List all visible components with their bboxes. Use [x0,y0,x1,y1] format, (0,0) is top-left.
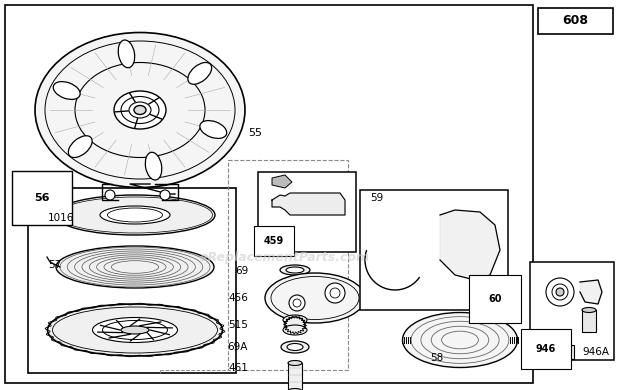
Ellipse shape [68,136,92,158]
Ellipse shape [188,62,211,84]
Text: 515: 515 [228,320,248,330]
Ellipse shape [145,152,162,180]
Text: 56: 56 [34,193,50,203]
Bar [360,190,508,310]
Ellipse shape [48,304,223,356]
Text: 69: 69 [235,266,248,276]
Circle shape [556,288,564,296]
Ellipse shape [200,121,227,138]
Bar [582,310,596,332]
Circle shape [105,190,115,200]
Text: 59: 59 [370,193,383,203]
Ellipse shape [114,91,166,129]
Circle shape [160,190,170,200]
Ellipse shape [118,40,135,68]
Bar [5,5,533,383]
Ellipse shape [53,82,80,99]
Ellipse shape [280,265,310,275]
Ellipse shape [402,312,518,367]
Circle shape [325,283,345,303]
Text: 69A: 69A [228,342,248,352]
Ellipse shape [55,195,215,235]
Ellipse shape [283,315,307,325]
Bar [288,363,302,390]
Ellipse shape [92,317,177,342]
Ellipse shape [288,360,302,365]
Text: 456: 456 [228,293,248,303]
Text: 55: 55 [248,128,262,138]
Text: 946: 946 [536,344,556,354]
Bar [28,188,236,373]
Text: 60: 60 [489,294,502,304]
Ellipse shape [285,317,305,333]
Ellipse shape [35,32,245,188]
Ellipse shape [554,342,570,347]
Ellipse shape [288,388,302,390]
Polygon shape [272,193,345,215]
Polygon shape [580,280,602,304]
Text: 57: 57 [48,260,61,270]
Bar [530,262,614,360]
Polygon shape [272,175,292,188]
Ellipse shape [283,325,307,335]
Ellipse shape [265,273,365,323]
Text: 58: 58 [430,353,443,363]
Text: eReplacementParts.com: eReplacementParts.com [200,252,370,264]
Ellipse shape [582,307,596,312]
Ellipse shape [100,206,170,224]
Polygon shape [440,210,500,280]
Circle shape [546,278,574,306]
Bar [228,160,348,370]
Text: 459: 459 [264,236,284,246]
Ellipse shape [286,267,304,273]
Bar [550,345,574,359]
Ellipse shape [134,106,146,115]
Text: 1016: 1016 [48,213,74,223]
Bar [258,172,356,252]
Ellipse shape [121,326,149,334]
Text: 608: 608 [562,14,588,28]
Ellipse shape [281,341,309,353]
Ellipse shape [287,344,303,351]
Circle shape [289,295,305,311]
Ellipse shape [56,246,214,288]
Text: 946A: 946A [582,347,609,357]
Bar [538,8,613,34]
Text: 461: 461 [228,363,248,373]
